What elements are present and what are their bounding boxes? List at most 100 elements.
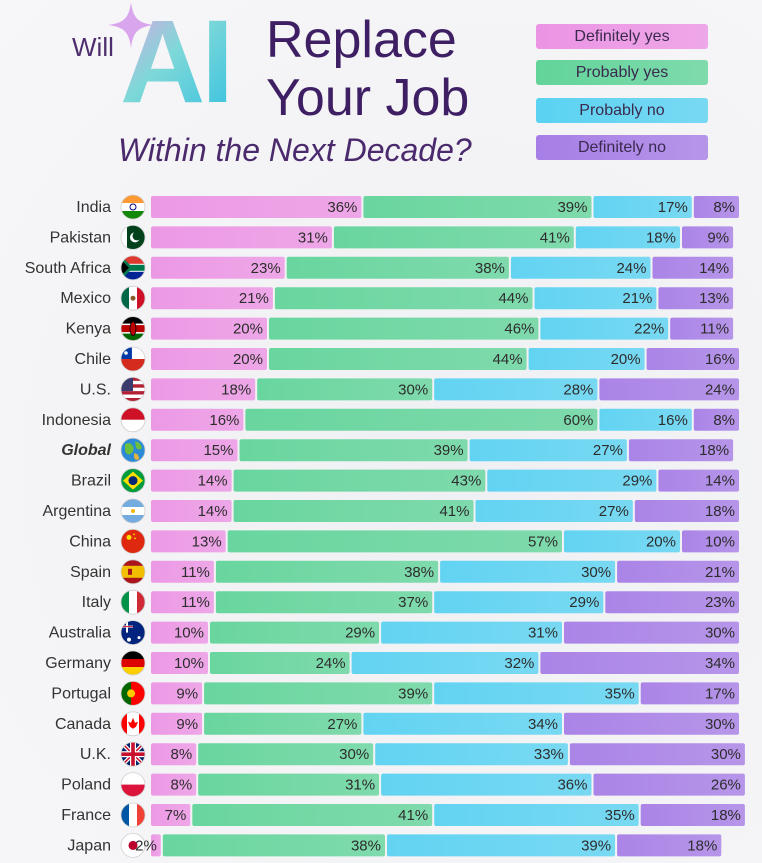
row-argentina: Argentina 14% 41% 27% 18% xyxy=(43,498,739,524)
bar-definitely-no xyxy=(658,287,734,310)
bar-definitely-yes xyxy=(151,317,267,340)
legend-probably-yes: Probably yes xyxy=(536,60,708,85)
data-label: 20% xyxy=(611,351,641,368)
row-germany: Germany 10% 24% 32% 34% xyxy=(45,650,739,676)
bar-definitely-yes xyxy=(151,256,285,279)
data-label: 20% xyxy=(646,533,676,550)
data-label: 11% xyxy=(700,321,729,338)
data-label: 23% xyxy=(705,594,735,611)
poland-flag-icon xyxy=(120,772,146,797)
title-block: Will AI Replace Your Job Within the Next… xyxy=(0,0,520,175)
data-label: 8% xyxy=(713,412,735,429)
bar-definitely-yes xyxy=(151,682,203,705)
data-label: 38% xyxy=(475,260,505,277)
data-label: 60% xyxy=(563,412,593,429)
data-label: 13% xyxy=(192,533,222,550)
row-label: Germany xyxy=(45,655,111,672)
bar-definitely-yes xyxy=(151,804,191,826)
data-label: 27% xyxy=(599,503,629,520)
pakistan-flag-icon xyxy=(120,224,146,250)
data-label: 17% xyxy=(705,685,735,702)
data-label: 31% xyxy=(528,625,558,642)
row-australia: Australia 10% 29% 31% 30% xyxy=(49,620,739,645)
row-label: Indonesia xyxy=(42,412,111,429)
data-label: 21% xyxy=(239,290,269,307)
data-label: 9% xyxy=(707,229,729,246)
row-label: Canada xyxy=(55,716,111,733)
data-label: 14% xyxy=(198,503,228,520)
bar-definitely-yes xyxy=(151,226,332,249)
bar-probably-no xyxy=(475,500,633,522)
row-label: India xyxy=(76,199,111,216)
data-label: 11% xyxy=(181,564,210,581)
data-label: 27% xyxy=(593,442,623,459)
data-label: 24% xyxy=(616,260,646,277)
bar-definitely-no xyxy=(693,196,739,218)
bar-definitely-no xyxy=(617,834,722,857)
bar-probably-no xyxy=(564,530,680,553)
data-label: 35% xyxy=(605,807,635,824)
data-label: 39% xyxy=(557,199,587,216)
brazil-flag-icon xyxy=(120,468,146,494)
bar-definitely-yes xyxy=(151,773,197,796)
data-label: 34% xyxy=(528,716,558,733)
data-label: 20% xyxy=(233,321,263,338)
france-flag-icon xyxy=(120,802,146,828)
bar-probably-no xyxy=(375,743,568,766)
row-label: China xyxy=(69,533,111,550)
data-label: 16% xyxy=(209,412,239,429)
data-label: 30% xyxy=(398,381,428,398)
title-ai: AI xyxy=(120,0,234,128)
data-label: 8% xyxy=(171,746,193,763)
row-brazil: Brazil 14% 43% 29% 14% xyxy=(71,468,739,494)
sparkle-icon xyxy=(108,2,154,48)
data-label: 38% xyxy=(404,564,434,581)
bar-probably-no xyxy=(381,621,562,644)
bar-definitely-yes xyxy=(151,408,244,431)
bar-probably-yes xyxy=(204,712,362,735)
row-label: Argentina xyxy=(43,503,112,520)
data-label: 16% xyxy=(658,412,688,429)
row-label: U.K. xyxy=(80,746,111,763)
legend-definitely-no: Definitely no xyxy=(536,135,708,160)
data-label: 18% xyxy=(711,807,741,824)
mexico-flag-icon xyxy=(120,285,146,311)
bar-definitely-yes xyxy=(151,834,161,857)
japan-flag-icon xyxy=(120,833,146,858)
row-chile: Chile 20% 44% 20% 16% xyxy=(75,346,739,372)
bar-definitely-no xyxy=(652,256,734,279)
bar-probably-yes xyxy=(210,652,350,674)
data-label: 27% xyxy=(327,716,357,733)
bar-probably-no xyxy=(434,804,639,826)
data-label: 10% xyxy=(174,625,204,642)
bar-definitely-yes xyxy=(151,469,232,492)
india-flag-icon xyxy=(120,194,146,220)
data-label: 29% xyxy=(622,473,652,490)
bar-probably-no xyxy=(575,226,680,249)
bar-probably-yes xyxy=(286,256,509,279)
row-label: Portugal xyxy=(51,685,111,702)
bar-probably-no xyxy=(434,682,639,705)
bar-definitely-no xyxy=(646,348,739,370)
bar-definitely-yes xyxy=(151,591,214,614)
data-label: 26% xyxy=(711,777,741,794)
bar-definitely-yes xyxy=(151,743,197,766)
spain-flag-icon xyxy=(120,559,146,585)
row-u-s-: U.S. 18% 30% 28% 24% xyxy=(80,376,739,402)
data-label: 13% xyxy=(699,290,729,307)
chile-flag-icon xyxy=(120,346,146,372)
row-mexico: Mexico 21% 44% 21% 13% xyxy=(60,285,734,311)
bar-probably-yes xyxy=(215,560,439,583)
data-label: 29% xyxy=(569,594,599,611)
bar-probably-yes xyxy=(239,439,468,462)
bar-probably-no xyxy=(469,439,627,462)
bar-definitely-no xyxy=(569,743,745,766)
bar-probably-no xyxy=(434,378,598,401)
row-pakistan: Pakistan 31% 41% 18% 9% xyxy=(50,224,734,250)
bar-probably-no xyxy=(351,652,539,674)
bar-definitely-no xyxy=(617,560,739,583)
data-label: 39% xyxy=(398,685,428,702)
data-label: 7% xyxy=(165,807,187,824)
row-label: Poland xyxy=(61,777,111,794)
data-label: 22% xyxy=(634,321,664,338)
